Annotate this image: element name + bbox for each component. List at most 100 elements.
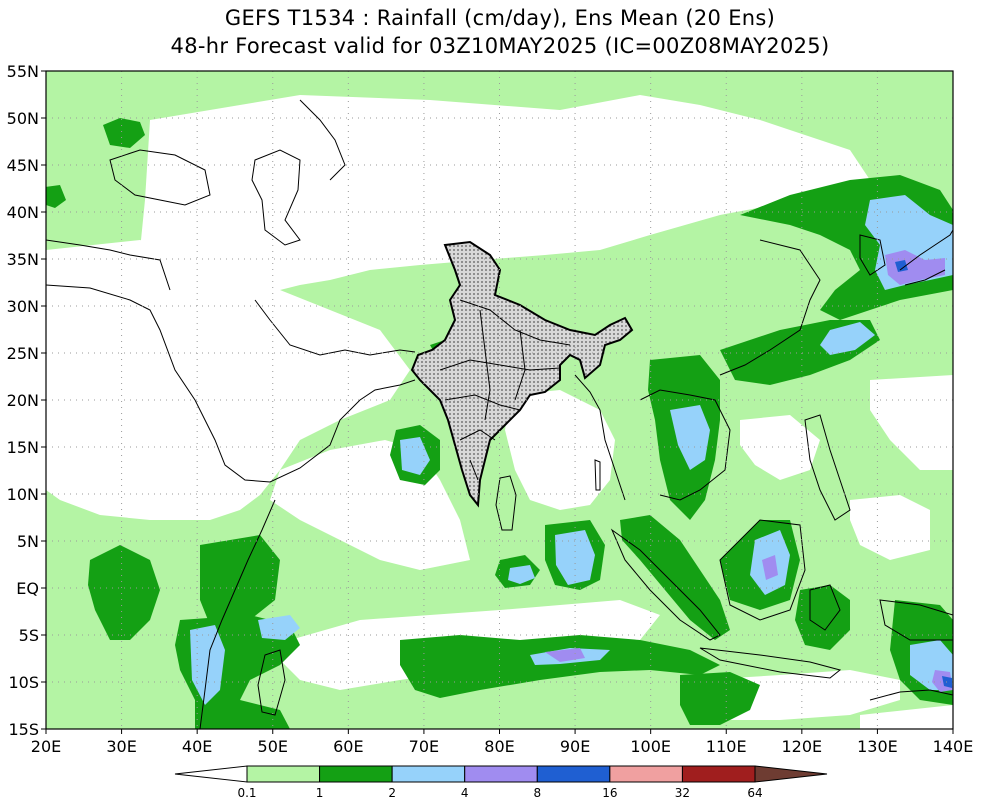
coastline-mediterranean — [46, 239, 171, 291]
coastline-japan — [899, 229, 953, 286]
lon-tick-label: 90E — [560, 737, 590, 756]
state-boundary — [459, 299, 571, 346]
coastline-sri-lanka — [495, 475, 517, 531]
latitude-labels: 55N 50N 45N 40N 35N 30N 25N 20N 15N 10N 5N EQ 5S 10S 1… — [7, 62, 46, 739]
colorbar-max-triangle — [754, 765, 828, 783]
rain-patch — [195, 700, 290, 729]
rain-patch — [670, 405, 710, 470]
lat-tick-label: 50N — [7, 109, 39, 128]
lon-tick-label: 110E — [706, 737, 747, 756]
lat-tick-label: 5N — [17, 532, 39, 551]
state-boundary — [469, 459, 479, 481]
coastline-australia — [869, 689, 953, 701]
chart-subtitle: 48-hr Forecast valid for 03Z10MAY2025 (I… — [170, 34, 830, 58]
colorbar-tick-label: 1 — [316, 786, 324, 800]
colorbar-tick-label: 16 — [602, 786, 617, 800]
lat-tick-label: 25N — [7, 344, 39, 363]
chart-title: GEFS T1534 : Rainfall (cm/day), Ens Mean… — [224, 6, 776, 30]
rain-very-heavy-layer — [545, 250, 953, 692]
lon-tick-label: 50E — [258, 737, 288, 756]
dry-area-arabia — [46, 240, 410, 520]
state-boundary — [514, 329, 526, 401]
colorbar-box — [391, 765, 466, 783]
rain-patch — [103, 118, 145, 148]
lon-tick-label: 100E — [630, 737, 671, 756]
dry-area-central-asia — [140, 95, 870, 300]
coastline-africa-arabia — [46, 284, 416, 483]
rain-patch — [190, 625, 225, 705]
rain-patch — [200, 535, 280, 625]
coastline-gulf — [254, 299, 416, 356]
lat-tick-label: 20N — [7, 391, 39, 410]
rain-patch — [46, 185, 66, 208]
coastline-bay-of-bengal — [574, 374, 626, 501]
lat-tick-label: 10S — [8, 673, 39, 692]
lon-tick-label: 30E — [106, 737, 136, 756]
lat-tick-label: 35N — [7, 250, 39, 269]
rain-patch — [620, 515, 730, 640]
coastline-sumatra — [610, 528, 721, 641]
lat-tick-label: 55N — [7, 62, 39, 81]
colorbar-tick-label: 2 — [388, 786, 396, 800]
rain-patch — [400, 635, 720, 698]
lat-tick-label: EQ — [16, 579, 39, 598]
lat-tick-label: 45N — [7, 156, 39, 175]
rain-patch — [762, 555, 778, 580]
rain-patch — [895, 260, 908, 272]
lon-tick-label: 140E — [933, 737, 974, 756]
lon-tick-label: 40E — [182, 737, 212, 756]
dry-area-bay-of-bengal — [505, 390, 615, 510]
lon-tick-label: 70E — [409, 737, 439, 756]
coastline-borneo — [719, 519, 806, 621]
dry-area-australia — [860, 705, 953, 729]
colorbar-tick-label: 0.1 — [237, 786, 256, 800]
coastline-new-guinea — [879, 599, 953, 641]
dry-area-south-china-sea — [740, 415, 820, 480]
colorbar-min-triangle — [174, 765, 248, 783]
rain-patch — [88, 545, 160, 640]
lon-tick-label: 130E — [857, 737, 898, 756]
coastline-caspian — [251, 149, 301, 246]
state-boundary — [479, 309, 491, 421]
lat-tick-label: 10N — [7, 485, 39, 504]
colorbar-box — [464, 765, 538, 783]
colorbar-tick-label: 4 — [461, 786, 469, 800]
colorbar-box — [536, 765, 611, 783]
coastline-andaman — [594, 459, 601, 491]
colorbar-tick-label: 8 — [533, 786, 541, 800]
colorbar: 0.1 1 2 4 8 16 32 64 — [174, 765, 828, 800]
colorbar-tick-label: 64 — [747, 786, 762, 800]
dry-area-pacific — [870, 375, 953, 470]
coastline-madagascar — [257, 649, 286, 716]
rainfall-field — [46, 71, 953, 729]
india-outline — [410, 240, 634, 508]
coastline-indochina — [639, 389, 731, 501]
lon-tick-label: 60E — [333, 737, 363, 756]
state-boundary — [459, 429, 496, 441]
colorbar-box — [681, 765, 756, 783]
lat-tick-label: 30N — [7, 297, 39, 316]
lon-tick-label: 80E — [484, 737, 514, 756]
coastline-east-africa — [199, 499, 276, 729]
rain-patch — [508, 565, 535, 584]
lon-tick-label: 20E — [31, 737, 61, 756]
state-boundary — [444, 394, 521, 411]
rain-patch — [545, 648, 585, 662]
rain-patch — [400, 437, 430, 475]
coastline-china — [719, 239, 821, 376]
dry-area-west-pacific — [850, 495, 930, 560]
coastline-central-asia — [299, 99, 346, 181]
longitude-labels: 20E 30E 40E 50E 60E 70E 80E 90E 100E 110E 120E 130E… — [31, 729, 974, 756]
colorbar-box — [609, 765, 683, 783]
lat-tick-label: 15S — [8, 720, 39, 739]
coastline-black-sea — [109, 149, 211, 206]
coastline-sulawesi — [809, 584, 841, 631]
rain-patch — [258, 615, 300, 640]
rain-patch — [680, 672, 760, 725]
colorbar-box — [319, 765, 393, 783]
coastline-java — [699, 647, 842, 679]
rain-patch — [885, 250, 945, 285]
lat-tick-label: 15N — [7, 438, 39, 457]
coastline-philippines — [804, 414, 851, 521]
